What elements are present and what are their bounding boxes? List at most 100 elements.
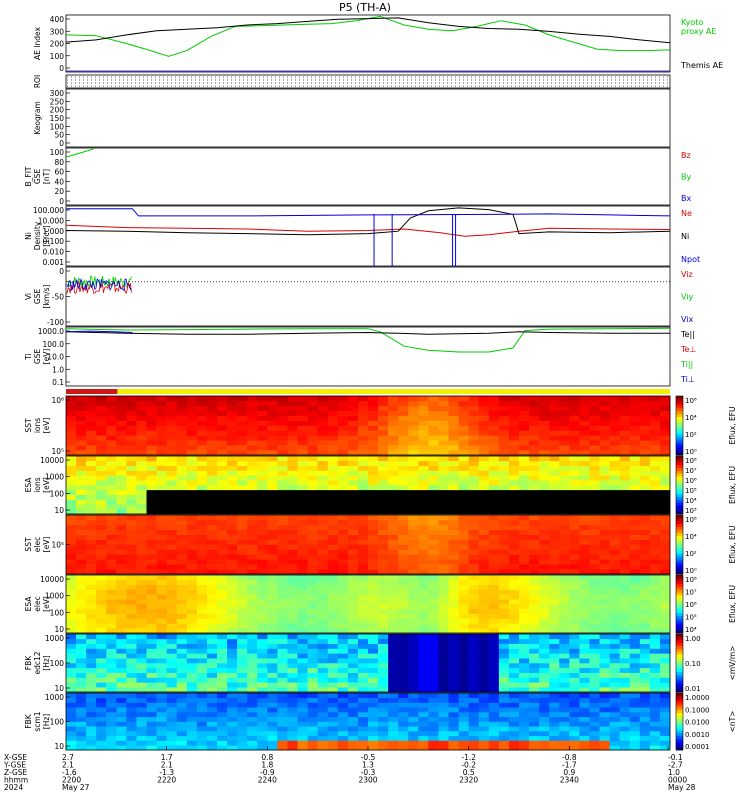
heatmap-cell (317, 405, 329, 412)
heatmap-cell (659, 667, 671, 673)
heatmap-cell (649, 504, 661, 510)
heatmap-cell (619, 648, 631, 654)
heatmap-cell (206, 707, 218, 713)
colorbar-tick-label: 10⁰ (685, 448, 697, 456)
temperature-series-1 (65, 331, 670, 335)
heatmap-cell (267, 648, 278, 654)
heatmap-cell (539, 405, 550, 412)
heatmap-cell (619, 400, 631, 407)
heatmap-cell (217, 504, 228, 510)
heatmap-cell (438, 529, 449, 535)
colorbar-step (676, 575, 683, 579)
heatmap-cell (307, 599, 318, 605)
heatmap-cell (106, 735, 117, 741)
plot-title: P5 (TH-A) (339, 1, 391, 14)
heatmap-cell (508, 554, 520, 560)
heatmap-cell (428, 658, 439, 664)
heatmap-cell (227, 579, 238, 585)
heatmap-cell (438, 618, 449, 624)
heatmap-cell (277, 480, 288, 486)
heatmap-cell (508, 643, 520, 649)
heatmap-cell (327, 396, 339, 402)
heatmap-cell (176, 405, 188, 412)
heatmap-cell (227, 745, 238, 751)
heatmap-cell (357, 716, 369, 722)
heatmap-cell (196, 663, 208, 669)
heatmap-cell (398, 529, 409, 535)
heatmap-cell (96, 544, 107, 550)
heatmap-cell (599, 726, 610, 732)
heatmap-cell (619, 494, 631, 500)
heatmap-cell (428, 456, 439, 462)
y-tick-label: 1.000 (43, 227, 65, 236)
heatmap-cell (156, 504, 167, 510)
heatmap-cell (357, 430, 369, 436)
heatmap-cell (287, 643, 298, 649)
heatmap-cell (257, 569, 268, 575)
heatmap-cell (116, 450, 127, 456)
heatmap-cell (136, 456, 147, 462)
heatmap-cell (619, 682, 631, 688)
x-tick-label: 2300 (358, 776, 377, 785)
heatmap-cell (569, 653, 580, 659)
colorbar-step (676, 502, 683, 506)
heatmap-cell (388, 687, 399, 693)
heatmap-cell (649, 579, 661, 585)
heatmap-cell (488, 564, 500, 570)
heatmap-cell (66, 420, 77, 426)
heatmap-cell (418, 643, 429, 649)
heatmap-cell (488, 726, 500, 732)
heatmap-cell (76, 420, 87, 426)
heatmap-cell (549, 470, 560, 476)
temperature-legend-3: Ti⊥ (680, 375, 695, 384)
heatmap-cell (478, 564, 490, 570)
heatmap-cell (659, 697, 671, 703)
heatmap-cell (176, 485, 188, 491)
heatmap-cell (408, 440, 419, 446)
heatmap-cell (357, 575, 369, 581)
heatmap-cell (529, 677, 540, 683)
heatmap-cell (529, 509, 540, 515)
heatmap-cell (549, 623, 560, 629)
heatmap-cell (277, 524, 288, 531)
heatmap-cell (247, 628, 258, 634)
heatmap-cell (106, 519, 117, 526)
heatmap-cell (639, 515, 651, 521)
heatmap-cell (609, 687, 620, 693)
heatmap-cell (589, 480, 600, 486)
colorbar-step (676, 730, 683, 734)
heatmap-cell (146, 672, 157, 678)
heatmap-cell (86, 554, 97, 560)
heatmap-cell (297, 440, 308, 446)
heatmap-cell (66, 549, 77, 555)
heatmap-cell (297, 400, 308, 407)
heatmap-cell (589, 648, 600, 654)
heatmap-cell (86, 420, 97, 426)
heatmap-cell (498, 499, 510, 505)
heatmap-cell (388, 529, 399, 535)
heatmap-cell (468, 499, 480, 505)
heatmap-cell (297, 634, 308, 640)
heatmap-cell (508, 638, 520, 644)
heatmap-cell (357, 480, 369, 486)
heatmap-cell (247, 539, 258, 545)
heatmap-cell (559, 721, 570, 727)
heatmap-cell (388, 735, 399, 741)
heatmap-cell (378, 435, 389, 441)
heatmap-cell (559, 460, 570, 466)
heatmap-cell (478, 623, 490, 629)
heatmap-cell (186, 450, 198, 456)
heatmap-cell (106, 460, 117, 466)
heatmap-cell (659, 494, 671, 500)
fbk_b-ylabel-line: scm1 (33, 711, 42, 731)
heatmap-cell (66, 489, 77, 495)
heatmap-cell (398, 584, 409, 590)
heatmap-cell (247, 677, 258, 683)
heatmap-cell (136, 604, 147, 610)
colorbar-step (676, 744, 683, 748)
heatmap-cell (508, 494, 520, 500)
heatmap-cell (196, 405, 208, 412)
heatmap-cell (237, 682, 248, 688)
heatmap-cell (468, 613, 480, 619)
heatmap-cell (86, 693, 97, 699)
